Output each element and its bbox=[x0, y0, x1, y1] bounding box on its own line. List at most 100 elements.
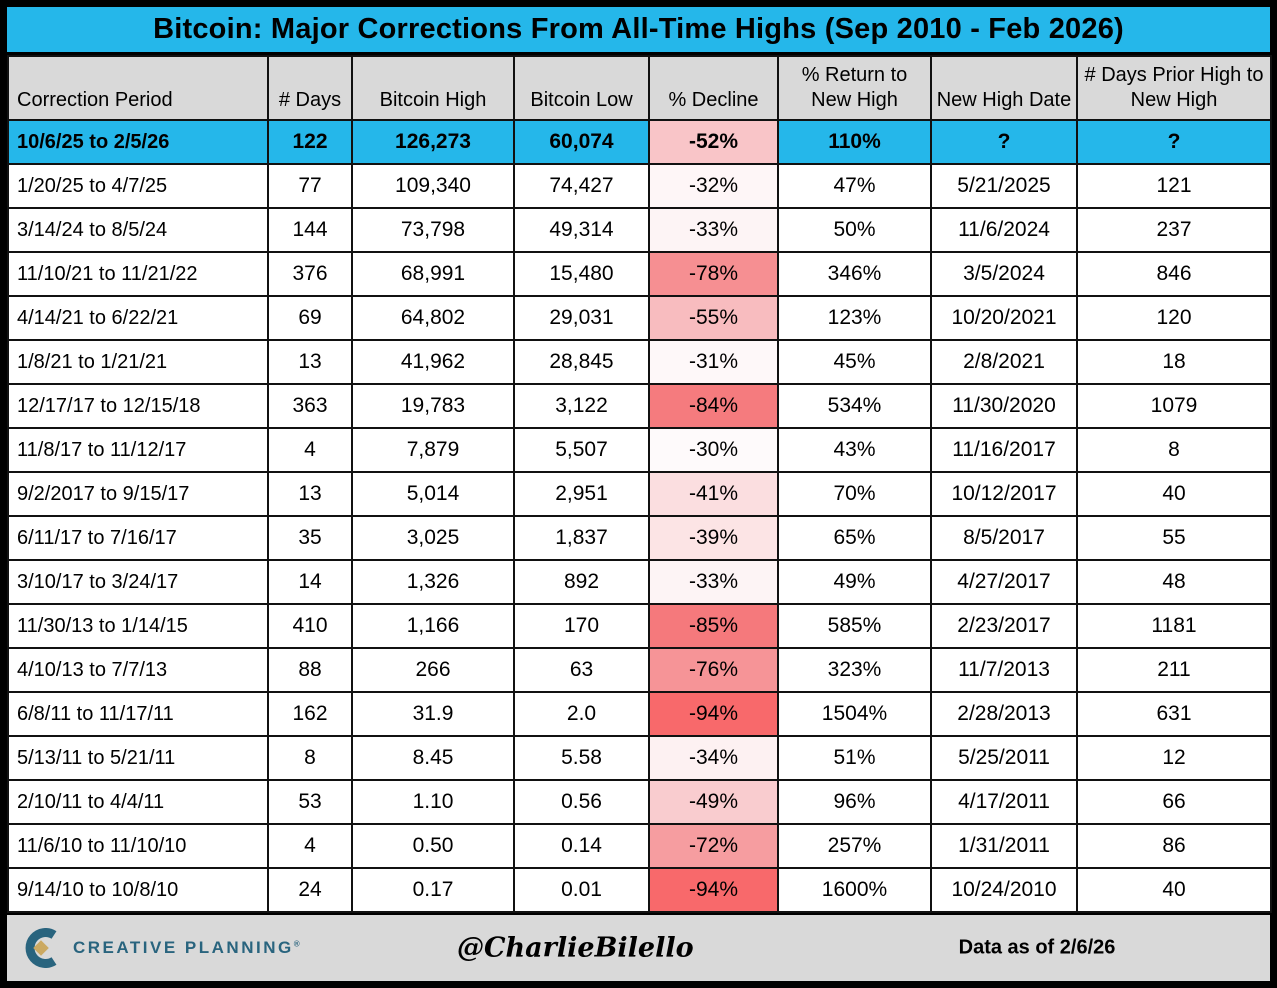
table-row: 12/17/17 to 12/15/18 363 19,783 3,122 -84% 53… bbox=[7, 383, 1272, 429]
creative-planning-c-mark-icon bbox=[25, 928, 57, 968]
column-header-decline: % Decline bbox=[648, 55, 779, 121]
cell-new_high_date: 2/23/2017 bbox=[930, 603, 1078, 649]
column-header-return_to_new_high: % Return to New High bbox=[777, 55, 932, 121]
cell-decline: -94% bbox=[648, 867, 779, 913]
table-row: 4/14/21 to 6/22/21 69 64,802 29,031 -55% 123%… bbox=[7, 295, 1272, 341]
cell-high: 5,014 bbox=[351, 471, 515, 517]
table-row: 11/10/21 to 11/21/22 376 68,991 15,480 -78% 3… bbox=[7, 251, 1272, 297]
cell-period: 4/10/13 to 7/7/13 bbox=[7, 647, 269, 693]
cell-period: 11/10/21 to 11/21/22 bbox=[7, 251, 269, 297]
cell-days: 13 bbox=[267, 339, 353, 385]
cell-return_to_new_high: 257% bbox=[777, 823, 932, 869]
cell-return_to_new_high: 51% bbox=[777, 735, 932, 781]
cell-return_to_new_high: 49% bbox=[777, 559, 932, 605]
cell-return_to_new_high: 96% bbox=[777, 779, 932, 825]
table-row: 11/30/13 to 1/14/15 410 1,166 170 -85% 585% 2/… bbox=[7, 603, 1272, 649]
cell-period: 9/2/2017 to 9/15/17 bbox=[7, 471, 269, 517]
cell-period: 6/8/11 to 11/17/11 bbox=[7, 691, 269, 737]
cell-new_high_date: 2/28/2013 bbox=[930, 691, 1078, 737]
cell-new_high_date: 8/5/2017 bbox=[930, 515, 1078, 561]
cell-days: 4 bbox=[267, 823, 353, 869]
cell-period: 11/30/13 to 1/14/15 bbox=[7, 603, 269, 649]
cell-low: 170 bbox=[513, 603, 650, 649]
chart-title: Bitcoin: Major Corrections From All-Time… bbox=[153, 13, 1124, 45]
cell-high: 19,783 bbox=[351, 383, 515, 429]
cell-period: 9/14/10 to 10/8/10 bbox=[7, 867, 269, 913]
cell-new_high_date: 4/17/2011 bbox=[930, 779, 1078, 825]
cell-low: 49,314 bbox=[513, 207, 650, 253]
cell-new_high_date: 4/27/2017 bbox=[930, 559, 1078, 605]
brand-name: CREATIVE PLANNING® bbox=[73, 938, 300, 958]
cell-high: 126,273 bbox=[351, 119, 515, 165]
cell-decline: -33% bbox=[648, 207, 779, 253]
cell-decline: -32% bbox=[648, 163, 779, 209]
cell-days_prior: 86 bbox=[1076, 823, 1272, 869]
table-row: 3/14/24 to 8/5/24 144 73,798 49,314 -33% 50% 1… bbox=[7, 207, 1272, 253]
cell-high: 1.10 bbox=[351, 779, 515, 825]
cell-days_prior: ? bbox=[1076, 119, 1272, 165]
cell-low: 0.56 bbox=[513, 779, 650, 825]
cell-decline: -39% bbox=[648, 515, 779, 561]
cell-low: 74,427 bbox=[513, 163, 650, 209]
cell-new_high_date: ? bbox=[930, 119, 1078, 165]
table-row: 5/13/11 to 5/21/11 8 8.45 5.58 -34% 51% 5/25/2… bbox=[7, 735, 1272, 781]
cell-return_to_new_high: 45% bbox=[777, 339, 932, 385]
cell-days_prior: 211 bbox=[1076, 647, 1272, 693]
cell-days: 144 bbox=[267, 207, 353, 253]
cell-high: 0.50 bbox=[351, 823, 515, 869]
cell-days: 77 bbox=[267, 163, 353, 209]
cell-period: 10/6/25 to 2/5/26 bbox=[7, 119, 269, 165]
cell-return_to_new_high: 323% bbox=[777, 647, 932, 693]
cell-new_high_date: 10/20/2021 bbox=[930, 295, 1078, 341]
cell-high: 8.45 bbox=[351, 735, 515, 781]
table-row: 3/10/17 to 3/24/17 14 1,326 892 -33% 49% 4/27/… bbox=[7, 559, 1272, 605]
table-row: 4/10/13 to 7/7/13 88 266 63 -76% 323% 11/7/201… bbox=[7, 647, 1272, 693]
cell-period: 6/11/17 to 7/16/17 bbox=[7, 515, 269, 561]
cell-days: 88 bbox=[267, 647, 353, 693]
cell-days_prior: 12 bbox=[1076, 735, 1272, 781]
cell-days: 13 bbox=[267, 471, 353, 517]
table-row: 9/14/10 to 10/8/10 24 0.17 0.01 -94% 1600% 10/… bbox=[7, 867, 1272, 913]
corrections-table: Correction Period # Days Bitcoin High Bitco… bbox=[7, 55, 1272, 913]
column-header-days_prior: # Days Prior High to New High bbox=[1076, 55, 1272, 121]
cell-new_high_date: 1/31/2011 bbox=[930, 823, 1078, 869]
cell-high: 68,991 bbox=[351, 251, 515, 297]
column-header-period: Correction Period bbox=[7, 55, 269, 121]
table-row: 6/11/17 to 7/16/17 35 3,025 1,837 -39% 65% 8/5… bbox=[7, 515, 1272, 561]
cell-days: 35 bbox=[267, 515, 353, 561]
table-row: 6/8/11 to 11/17/11 162 31.9 2.0 -94% 1504% 2/2… bbox=[7, 691, 1272, 737]
column-header-new_high_date: New High Date bbox=[930, 55, 1078, 121]
brand-text: CREATIVE PLANNING bbox=[73, 938, 294, 957]
cell-days_prior: 631 bbox=[1076, 691, 1272, 737]
cell-days: 376 bbox=[267, 251, 353, 297]
cell-decline: -94% bbox=[648, 691, 779, 737]
cell-new_high_date: 11/6/2024 bbox=[930, 207, 1078, 253]
data-as-of-note: Data as of 2/6/26 bbox=[958, 936, 1116, 959]
cell-period: 11/8/17 to 11/12/17 bbox=[7, 427, 269, 473]
cell-high: 1,326 bbox=[351, 559, 515, 605]
cell-decline: -55% bbox=[648, 295, 779, 341]
cell-new_high_date: 11/16/2017 bbox=[930, 427, 1078, 473]
cell-return_to_new_high: 346% bbox=[777, 251, 932, 297]
cell-days: 69 bbox=[267, 295, 353, 341]
cell-high: 73,798 bbox=[351, 207, 515, 253]
cell-new_high_date: 5/21/2025 bbox=[930, 163, 1078, 209]
cell-days: 122 bbox=[267, 119, 353, 165]
cell-low: 0.14 bbox=[513, 823, 650, 869]
cell-low: 63 bbox=[513, 647, 650, 693]
cell-period: 11/6/10 to 11/10/10 bbox=[7, 823, 269, 869]
title-bar: Bitcoin: Major Corrections From All-Time… bbox=[7, 7, 1270, 55]
cell-decline: -49% bbox=[648, 779, 779, 825]
table-row: 1/20/25 to 4/7/25 77 109,340 74,427 -32% 47% 5… bbox=[7, 163, 1272, 209]
cell-days_prior: 1079 bbox=[1076, 383, 1272, 429]
cell-days_prior: 55 bbox=[1076, 515, 1272, 561]
cell-new_high_date: 5/25/2011 bbox=[930, 735, 1078, 781]
cell-days: 14 bbox=[267, 559, 353, 605]
cell-decline: -78% bbox=[648, 251, 779, 297]
cell-return_to_new_high: 1600% bbox=[777, 867, 932, 913]
cell-days_prior: 121 bbox=[1076, 163, 1272, 209]
cell-return_to_new_high: 534% bbox=[777, 383, 932, 429]
cell-days: 363 bbox=[267, 383, 353, 429]
cell-period: 4/14/21 to 6/22/21 bbox=[7, 295, 269, 341]
table-row: 10/6/25 to 2/5/26 122 126,273 60,074 -52% 110… bbox=[7, 119, 1272, 165]
